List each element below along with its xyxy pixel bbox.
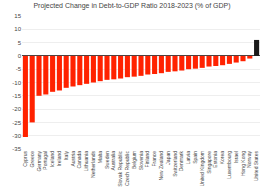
svg-text:Austria: Austria xyxy=(70,151,76,167)
svg-text:Greece: Greece xyxy=(29,151,35,168)
svg-text:United States: United States xyxy=(253,151,259,182)
svg-text:Norway: Norway xyxy=(246,151,252,168)
svg-text:Iceland: Iceland xyxy=(49,151,55,167)
svg-text:Switzerland: Switzerland xyxy=(172,151,178,177)
svg-text:Finland: Finland xyxy=(144,151,150,168)
svg-text:Korea: Korea xyxy=(219,151,225,165)
svg-text:-10: -10 xyxy=(12,80,21,86)
svg-text:5: 5 xyxy=(18,40,22,46)
svg-text:Netherlands: Netherlands xyxy=(90,151,96,178)
svg-text:-20: -20 xyxy=(12,106,21,112)
svg-text:Denmark: Denmark xyxy=(178,151,184,172)
svg-text:Luxembourg: Luxembourg xyxy=(226,151,232,179)
svg-text:-25: -25 xyxy=(12,120,21,126)
svg-text:Germany: Germany xyxy=(36,151,42,172)
svg-text:0: 0 xyxy=(18,53,22,59)
svg-text:Sweden: Sweden xyxy=(104,151,110,169)
svg-text:Slovenia: Slovenia xyxy=(138,151,144,170)
svg-text:Israel: Israel xyxy=(233,151,239,163)
svg-text:Estonia: Estonia xyxy=(212,151,218,168)
svg-text:-15: -15 xyxy=(12,93,21,99)
svg-text:Cyprus: Cyprus xyxy=(22,151,28,167)
svg-text:Japan: Japan xyxy=(165,151,171,165)
svg-text:-30: -30 xyxy=(12,133,21,139)
svg-text:Italy: Italy xyxy=(63,151,69,161)
svg-text:Czech Republic: Czech Republic xyxy=(124,151,130,187)
svg-text:Singapore: Singapore xyxy=(206,151,212,174)
svg-text:-35: -35 xyxy=(12,146,21,152)
svg-text:Belgium: Belgium xyxy=(131,151,137,169)
svg-text:Spain: Spain xyxy=(192,151,198,164)
svg-text:Lithuania: Lithuania xyxy=(83,151,89,172)
svg-text:Slovak Republic: Slovak Republic xyxy=(117,151,123,187)
svg-text:-5: -5 xyxy=(16,66,22,72)
svg-text:New Zealand: New Zealand xyxy=(158,151,164,181)
svg-text:Hong Kong: Hong Kong xyxy=(240,151,246,176)
svg-text:United Kingdom: United Kingdom xyxy=(199,151,205,187)
svg-text:Projected Change in Debt-to-GD: Projected Change in Debt-to-GDP Ratio 20… xyxy=(33,2,230,10)
svg-text:10: 10 xyxy=(14,26,21,32)
svg-text:France: France xyxy=(151,151,157,167)
svg-text:Portugal: Portugal xyxy=(42,151,48,170)
svg-text:15: 15 xyxy=(14,13,21,19)
svg-text:Canada: Canada xyxy=(76,151,82,169)
svg-text:Malta: Malta xyxy=(97,151,103,163)
svg-text:Latvia: Latvia xyxy=(185,151,191,165)
svg-text:Australia: Australia xyxy=(110,151,116,171)
svg-text:Ireland: Ireland xyxy=(56,151,62,167)
